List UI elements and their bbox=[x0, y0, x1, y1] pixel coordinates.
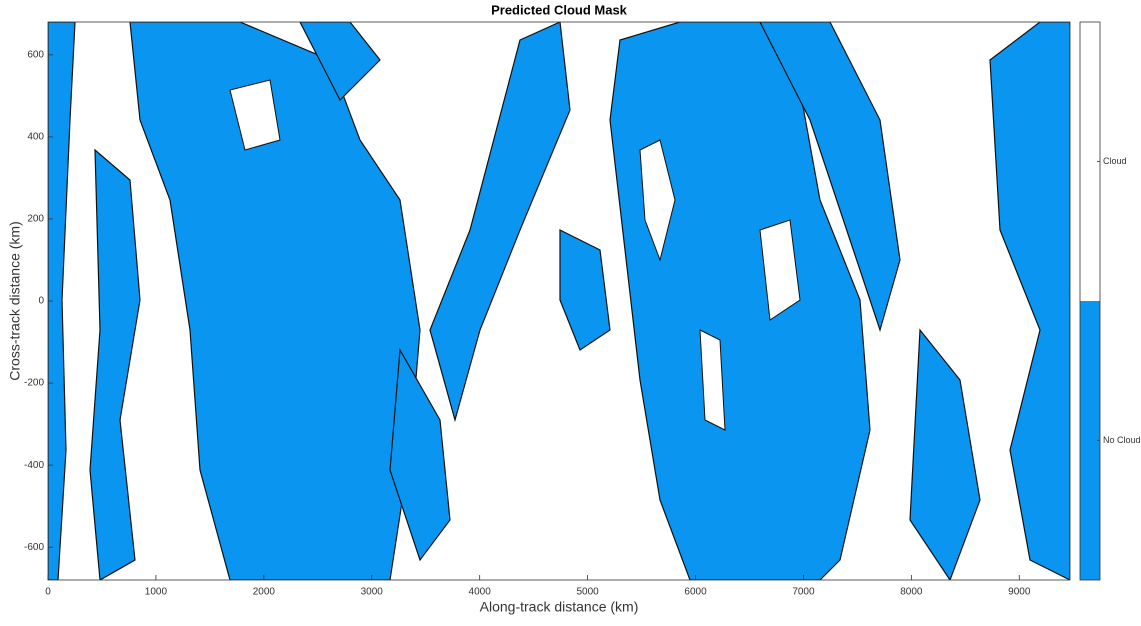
chart-title: Predicted Cloud Mask bbox=[491, 2, 628, 17]
x-tick-label: 9000 bbox=[1008, 587, 1031, 598]
y-axis-label: Cross-track distance (km) bbox=[7, 221, 23, 380]
colorbar-label: No Cloud bbox=[1103, 435, 1141, 445]
x-axis-label: Along-track distance (km) bbox=[480, 599, 639, 615]
x-tick-label: 4000 bbox=[469, 587, 492, 598]
x-tick-label: 6000 bbox=[684, 587, 707, 598]
x-tick-label: 1000 bbox=[145, 587, 168, 598]
x-tick-label: 3000 bbox=[361, 587, 384, 598]
y-tick-label: 600 bbox=[27, 49, 44, 60]
y-tick-label: -600 bbox=[24, 542, 44, 553]
y-tick-label: -400 bbox=[24, 460, 44, 471]
y-tick-label: 0 bbox=[38, 296, 44, 307]
colorbar-label: Cloud bbox=[1103, 156, 1127, 166]
x-tick-label: 7000 bbox=[792, 587, 815, 598]
y-tick-label: 400 bbox=[27, 132, 44, 143]
x-tick-label: 0 bbox=[45, 587, 51, 598]
x-tick-label: 2000 bbox=[253, 587, 276, 598]
y-tick-label: -200 bbox=[24, 378, 44, 389]
y-tick-label: 200 bbox=[27, 214, 44, 225]
x-tick-label: 8000 bbox=[900, 587, 923, 598]
chart: Predicted Cloud Mask Along-track distanc… bbox=[0, 0, 1141, 621]
mask-field bbox=[48, 22, 1070, 580]
x-tick-label: 5000 bbox=[576, 587, 599, 598]
